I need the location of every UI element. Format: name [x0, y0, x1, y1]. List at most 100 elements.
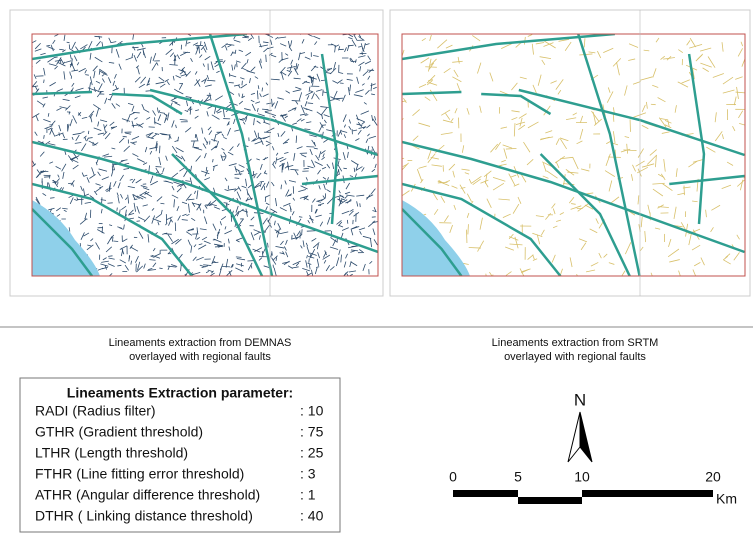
- lineament: [527, 254, 534, 260]
- lineament: [143, 263, 146, 269]
- lineament: [100, 263, 109, 267]
- lineament: [204, 152, 207, 159]
- lineament: [264, 109, 272, 113]
- lineament: [253, 175, 256, 179]
- lineament: [467, 224, 469, 235]
- lineament: [270, 39, 273, 45]
- lineament: [168, 134, 171, 140]
- lineament: [99, 186, 104, 189]
- lineament: [322, 153, 325, 158]
- lineament: [238, 49, 244, 53]
- lineament: [54, 56, 58, 58]
- lineament: [71, 41, 76, 50]
- lineament: [332, 162, 335, 170]
- lineament: [346, 194, 355, 197]
- lineament: [326, 197, 334, 205]
- lineament: [103, 131, 108, 136]
- lineament: [279, 113, 288, 117]
- lineament: [626, 143, 628, 154]
- lineament: [145, 132, 154, 136]
- lineament: [42, 193, 47, 196]
- lineament: [322, 176, 327, 180]
- lineament: [692, 269, 697, 276]
- lineament: [250, 66, 256, 72]
- lineament: [171, 100, 178, 104]
- lineament: [176, 54, 181, 60]
- lineament: [246, 188, 249, 196]
- lineament: [286, 164, 294, 168]
- lineament: [449, 224, 453, 234]
- lineament: [513, 183, 520, 187]
- lineament: [114, 73, 117, 79]
- lineament: [290, 168, 299, 171]
- lineament: [348, 125, 352, 130]
- lineament: [103, 155, 113, 158]
- lineament: [489, 72, 494, 82]
- lineament: [62, 98, 70, 101]
- map-border: [401, 33, 746, 277]
- lineament: [355, 166, 363, 171]
- lineament: [48, 63, 57, 67]
- lineament: [54, 65, 58, 70]
- lineament: [498, 198, 510, 201]
- lineament: [428, 58, 432, 72]
- lineament: [565, 117, 577, 120]
- lineament: [74, 95, 81, 99]
- lineament: [308, 255, 315, 259]
- lineament: [517, 196, 522, 204]
- lineament: [227, 44, 232, 48]
- lineament: [735, 76, 743, 80]
- lineament: [133, 54, 137, 62]
- lineament: [721, 184, 732, 190]
- lineament: [102, 153, 110, 157]
- lineament: [363, 102, 367, 105]
- lineament: [87, 87, 96, 91]
- lineament: [349, 84, 351, 92]
- lineament: [37, 140, 45, 144]
- lineament: [527, 121, 539, 129]
- lineament: [196, 203, 202, 211]
- lineament: [98, 83, 103, 91]
- lineament: [256, 120, 261, 124]
- lineament: [235, 205, 239, 213]
- lineament: [158, 110, 161, 114]
- lineament: [322, 91, 328, 94]
- lineament: [151, 208, 155, 211]
- lineament: [309, 76, 317, 80]
- lineament: [43, 119, 51, 123]
- lineament: [721, 42, 724, 52]
- lineament: [138, 231, 144, 239]
- lineament: [112, 162, 116, 171]
- lineament: [117, 182, 121, 189]
- lineament: [152, 110, 156, 116]
- lineament: [307, 75, 313, 80]
- lineament: [97, 267, 104, 271]
- lineament: [56, 57, 62, 65]
- lineament: [185, 231, 193, 236]
- lineament: [707, 56, 716, 68]
- lineament: [132, 46, 136, 51]
- lineament: [251, 138, 257, 142]
- lineament: [89, 76, 93, 86]
- lineament: [274, 220, 276, 226]
- lineament: [725, 253, 731, 258]
- lineament: [83, 188, 86, 196]
- lineament: [35, 196, 41, 205]
- lineament: [472, 178, 481, 185]
- lineament: [237, 169, 241, 176]
- lineament: [579, 128, 584, 140]
- lineament: [464, 172, 470, 175]
- scale-segment: [518, 497, 582, 504]
- lineament: [183, 170, 188, 178]
- lineament: [206, 111, 209, 117]
- lineament: [173, 88, 179, 92]
- lineament: [313, 66, 319, 68]
- lineament: [295, 262, 300, 267]
- lineament: [245, 197, 253, 202]
- lineament: [47, 57, 55, 63]
- lineament: [96, 40, 101, 47]
- lineament: [217, 232, 219, 239]
- lineament: [285, 53, 289, 56]
- lineament: [204, 177, 211, 181]
- lineament: [254, 247, 263, 253]
